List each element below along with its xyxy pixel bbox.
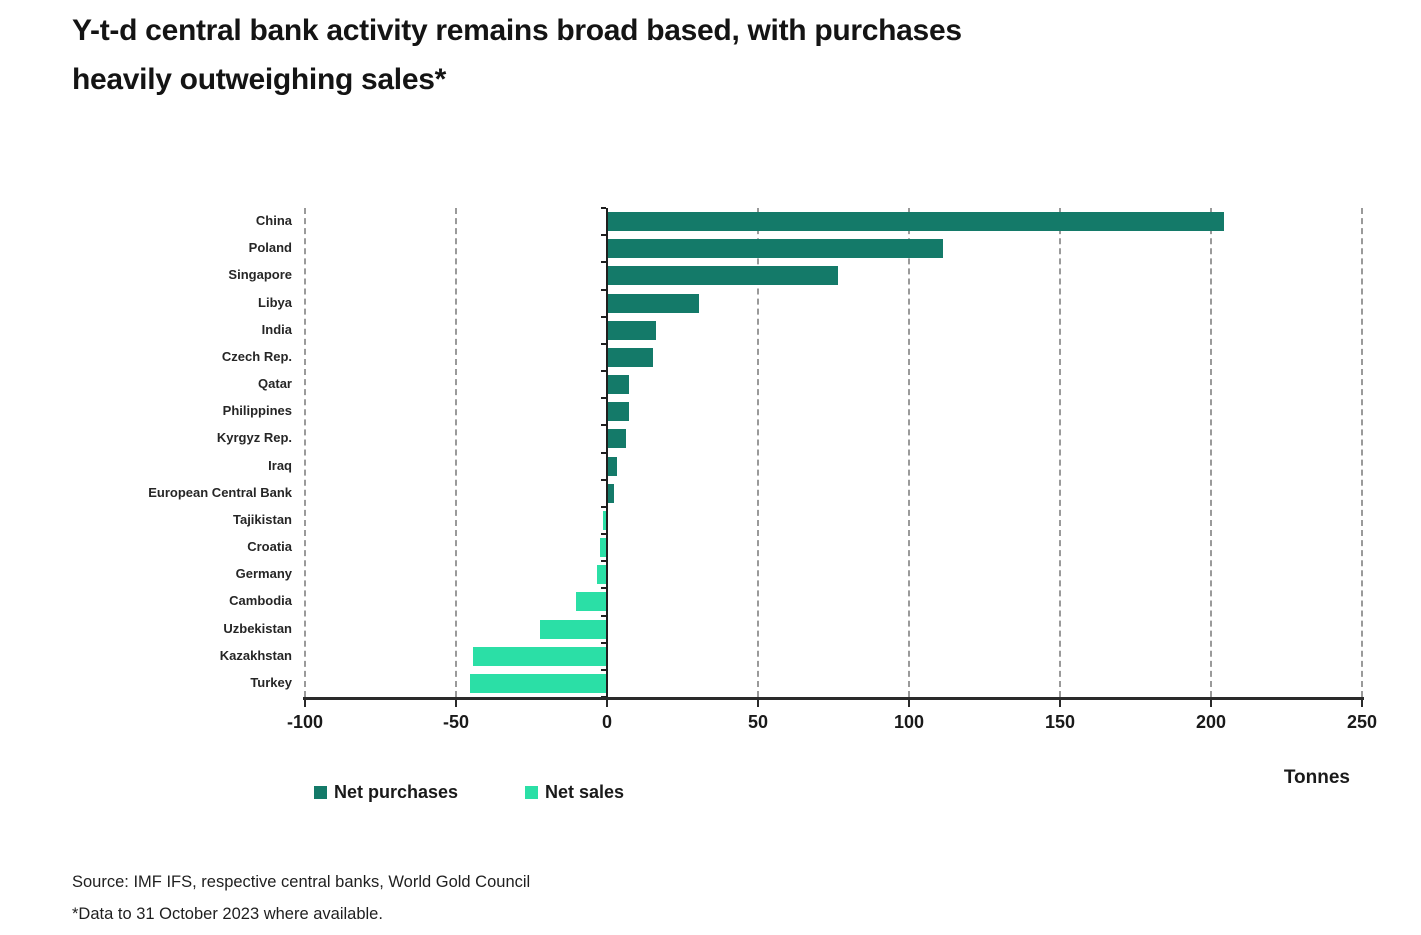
chart-title-line2: heavily outweighing sales*: [72, 63, 446, 96]
net-purchases-swatch-icon: [314, 786, 327, 799]
x-tick-label-0: 0: [601, 712, 613, 732]
zero-axis-row-tick: [601, 451, 606, 454]
x-axis-unit-label: Tonnes: [1283, 767, 1350, 788]
bar-china: [608, 212, 1225, 232]
category-label: Kazakhstan: [219, 647, 292, 663]
legend-label-net-purchases: Net purchases: [334, 782, 459, 802]
category-label: India: [261, 321, 292, 337]
x-axis-tick-250: [1361, 700, 1363, 707]
category-label: European Central Bank: [148, 484, 292, 500]
bar-cambodia: [575, 592, 606, 612]
zero-axis-row-tick: [601, 234, 606, 237]
zero-axis-row-tick: [601, 397, 606, 400]
gridline-150: [1059, 208, 1061, 697]
zero-axis-row-tick: [601, 614, 606, 617]
footnote-line: *Data to 31 October 2023 where available…: [72, 905, 383, 923]
source-line: Source: IMF IFS, respective central bank…: [72, 873, 531, 891]
bar-kyrgyz-rep-: [608, 429, 627, 449]
footer: Source: IMF IFS, respective central bank…: [72, 866, 530, 930]
legend-item-net-purchases: Net purchases: [314, 782, 458, 803]
zero-axis-row-tick: [601, 587, 606, 590]
gridline-200: [1210, 208, 1212, 697]
category-label: Qatar: [258, 376, 292, 392]
bar-philippines: [608, 402, 630, 422]
category-label: Iraq: [268, 457, 292, 473]
legend-label-net-sales: Net sales: [545, 782, 625, 802]
bar-iraq: [608, 456, 618, 476]
category-label: Singapore: [228, 267, 292, 283]
zero-axis-row-tick: [601, 668, 606, 671]
x-axis-line: [303, 697, 1364, 700]
gridline-100: [908, 208, 910, 697]
chart-title-line1: Y-t-d central bank activity remains broa…: [72, 14, 962, 47]
x-axis-tick-100: [908, 700, 910, 707]
x-tick-label--50: -50: [442, 712, 470, 732]
x-tick-label-50: 50: [747, 712, 769, 732]
zero-axis-row-tick: [601, 533, 606, 535]
category-label: Uzbekistan: [223, 620, 292, 636]
bar-india: [608, 320, 657, 340]
category-label: Croatia: [247, 539, 292, 555]
gridline-50: [757, 208, 759, 697]
gridline--100: [304, 208, 306, 697]
zero-axis-row-tick: [601, 315, 606, 318]
category-label: Philippines: [222, 403, 292, 419]
bar-poland: [608, 239, 944, 259]
zero-axis-row-tick: [601, 207, 606, 209]
zero-axis-row-tick: [601, 261, 606, 264]
bar-singapore: [608, 266, 838, 286]
bar-turkey: [470, 673, 606, 693]
category-label: China: [255, 213, 292, 229]
zero-axis-row-tick: [601, 424, 606, 427]
bar-european-central-bank: [608, 483, 615, 503]
bar-qatar: [608, 375, 630, 395]
gridline--50: [455, 208, 457, 697]
x-axis-tick-0: [606, 700, 608, 707]
x-axis-tick-50: [757, 700, 759, 707]
x-axis-tick--50: [455, 700, 457, 707]
zero-axis-row-tick: [601, 505, 606, 508]
category-label: Czech Rep.: [221, 348, 292, 364]
x-axis-tick-150: [1059, 700, 1061, 707]
zero-axis-row-tick: [601, 560, 606, 563]
zero-axis-row-tick: [601, 288, 606, 291]
x-axis-tick-200: [1210, 700, 1212, 707]
bar-libya: [608, 293, 699, 313]
zero-axis-row-tick: [601, 342, 606, 345]
category-label: Libya: [258, 294, 292, 310]
bar-czech-rep-: [608, 347, 654, 367]
chart-title: Y-t-d central bank activity remains broa…: [72, 6, 1352, 104]
zero-axis-row-tick: [601, 478, 606, 481]
bar-uzbekistan: [539, 619, 606, 639]
x-tick-label-150: 150: [1044, 712, 1076, 732]
x-tick-label-200: 200: [1195, 712, 1227, 732]
x-tick-label-250: 250: [1346, 712, 1378, 732]
category-label: Poland: [248, 240, 292, 256]
zero-axis-row-tick: [601, 641, 606, 644]
bar-croatia: [599, 538, 606, 558]
gridline-250: [1361, 208, 1363, 697]
legend-item-net-sales: Net sales: [525, 782, 624, 803]
zero-axis-row-tick: [601, 370, 606, 372]
bar-tajikistan: [602, 510, 606, 530]
category-label: Cambodia: [229, 593, 292, 609]
bar-kazakhstan: [473, 646, 606, 666]
net-sales-swatch-icon: [525, 786, 538, 799]
zero-axis-line: [606, 208, 608, 697]
bar-germany: [596, 565, 606, 585]
category-label: Kyrgyz Rep.: [216, 430, 292, 446]
x-axis-tick--100: [304, 700, 306, 707]
x-tick-label-100: 100: [893, 712, 925, 732]
x-tick-label--100: -100: [286, 712, 324, 732]
category-label: Germany: [235, 566, 292, 582]
category-label: Turkey: [250, 674, 292, 690]
category-label: Tajikistan: [232, 511, 292, 527]
